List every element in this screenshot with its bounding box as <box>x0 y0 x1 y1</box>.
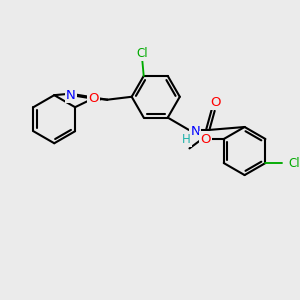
Text: O: O <box>88 92 98 105</box>
Text: O: O <box>200 133 211 146</box>
Text: N: N <box>190 125 200 138</box>
Text: Cl: Cl <box>288 157 300 169</box>
Text: Cl: Cl <box>136 47 148 60</box>
Text: H: H <box>182 133 191 146</box>
Text: N: N <box>66 89 76 102</box>
Text: O: O <box>210 96 221 109</box>
